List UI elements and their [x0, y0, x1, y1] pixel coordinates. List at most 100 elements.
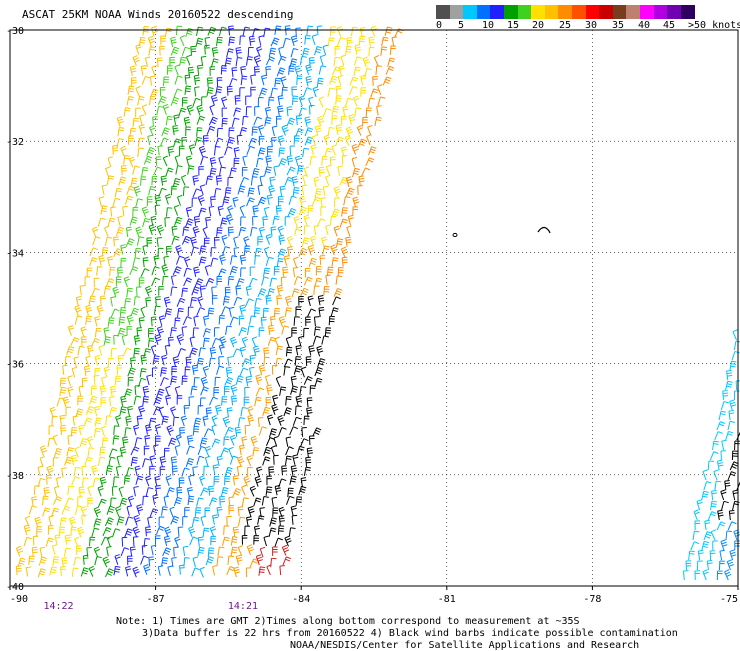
wind-barb [196, 38, 203, 47]
wind-barb [235, 427, 241, 437]
wind-barb [259, 88, 267, 96]
wind-barb [39, 557, 47, 566]
lat-label: -32 [6, 137, 24, 148]
wind-barb [306, 76, 312, 86]
wind-barb [199, 348, 206, 357]
wind-barb [734, 530, 740, 540]
wind-barb [354, 67, 361, 76]
wind-barb [342, 208, 348, 217]
wind-barb [243, 116, 249, 125]
wind-barb [72, 477, 80, 485]
wind-barb [114, 566, 120, 575]
wind-barb [109, 457, 116, 466]
wind-barb [263, 217, 268, 226]
wind-barb [332, 106, 339, 115]
wind-barb [186, 156, 191, 166]
wind-barb [32, 547, 38, 556]
wind-barb [192, 198, 197, 207]
wind-barb [47, 466, 54, 476]
wind-barb [238, 418, 244, 427]
wind-barb [198, 195, 205, 205]
wind-barb [76, 546, 81, 555]
wind-barb [126, 566, 131, 576]
wind-barb [358, 139, 366, 147]
wind-barb [156, 157, 161, 166]
wind-barb [158, 146, 163, 156]
wind-barb [266, 57, 274, 65]
wind-barb [153, 356, 159, 365]
wind-barb [248, 468, 253, 477]
wind-barb [131, 457, 138, 466]
wind-barb [26, 567, 31, 577]
wind-barb [357, 125, 363, 135]
wind-barb [223, 417, 230, 427]
wind-barb [128, 496, 134, 506]
wind-barb [128, 136, 133, 145]
wind-barb [272, 497, 277, 507]
wind-barb [224, 437, 230, 446]
wind-barb [59, 527, 64, 536]
wind-barb [53, 557, 59, 566]
wind-barb [730, 462, 738, 470]
wind-barb [68, 387, 74, 397]
wind-barb [359, 176, 365, 186]
wind-barb [71, 337, 79, 345]
wind-barb [191, 237, 197, 247]
wind-barb [283, 557, 291, 565]
wind-barb [301, 478, 306, 488]
wind-barb [223, 296, 229, 305]
wind-barb [192, 568, 200, 576]
axis-labels: -90-87-84-81-78-75-30-32-34-36-38-4014:2… [6, 26, 738, 612]
wind-barb [112, 487, 117, 496]
wind-barb [259, 136, 264, 145]
wind-barb [195, 87, 200, 97]
wind-barb [166, 116, 172, 125]
wind-barb [177, 396, 182, 405]
wind-barb [308, 206, 313, 215]
wind-barb [212, 287, 217, 296]
wind-barb [703, 570, 709, 580]
wind-barb [223, 197, 230, 206]
wind-barb [90, 248, 98, 256]
wind-barb [161, 176, 167, 186]
wind-barb [43, 508, 51, 517]
wind-barb [727, 370, 733, 380]
wind-barb [149, 47, 155, 56]
wind-barb [118, 216, 123, 226]
wind-barb [734, 391, 739, 400]
wind-barb [290, 427, 298, 435]
wind-barb [134, 297, 140, 306]
wind-barb [142, 76, 150, 84]
wind-barb [245, 526, 250, 535]
wind-barb [314, 286, 320, 295]
wind-barb [203, 416, 208, 426]
wind-barb [101, 296, 106, 305]
wind-barb [127, 97, 134, 106]
wind-barb [150, 96, 156, 105]
wind-barb [166, 395, 171, 405]
wind-barb [264, 348, 270, 357]
wind-barb [176, 245, 183, 255]
wind-barb [95, 356, 101, 366]
wind-barb [236, 47, 242, 57]
wind-barb [141, 556, 149, 564]
wind-barb [56, 477, 61, 487]
wind-barb [130, 66, 136, 76]
wind-barb [233, 476, 238, 486]
wind-barb [146, 527, 151, 536]
wind-barb [92, 466, 98, 476]
wind-barb [321, 198, 326, 208]
wind-barb [122, 537, 127, 546]
wind-barb [721, 540, 727, 550]
wind-barb [328, 38, 335, 47]
wind-barb [252, 337, 257, 347]
wind-barb [283, 38, 290, 47]
wind-barb [270, 278, 277, 287]
wind-barb [143, 258, 148, 268]
wind-barb [175, 155, 180, 165]
wind-barb [135, 438, 142, 447]
wind-barb [152, 26, 158, 36]
wind-barb [319, 307, 324, 317]
wind-barb [187, 446, 195, 454]
wind-barb [320, 256, 325, 265]
